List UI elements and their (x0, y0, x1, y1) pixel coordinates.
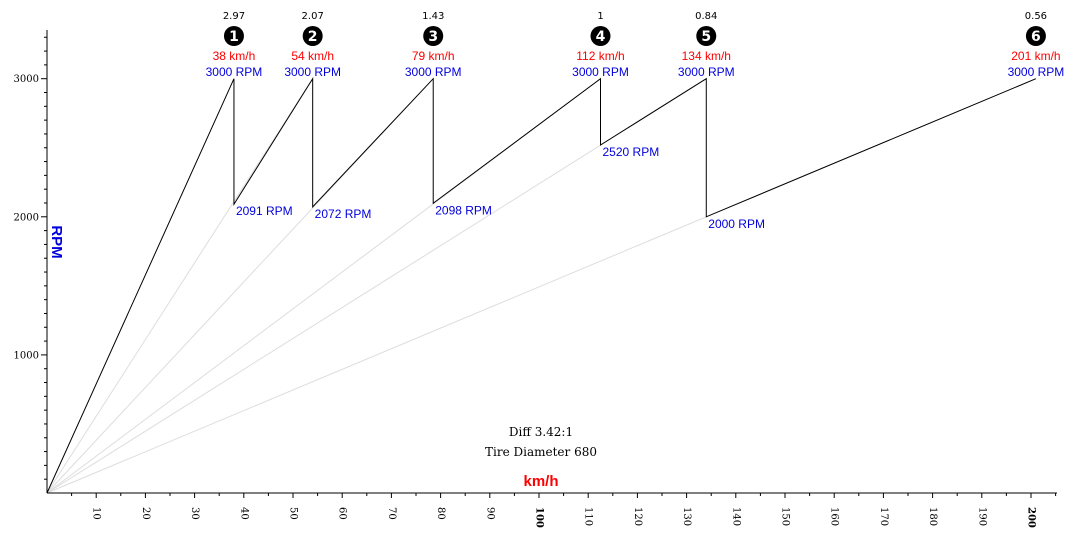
x-axis-ticks: 10 20 30 40 50 60 70 80 90 100 110 120 130 140 150 160 1… (71, 493, 1057, 528)
rpm-drop-label: 2072 RPM (315, 207, 372, 221)
x-tick-label: 160 (829, 507, 840, 526)
gear-number: 2 (308, 29, 318, 45)
shift-speed-label: 201 km/h (1011, 49, 1060, 63)
x-tick-label: 60 (337, 507, 348, 520)
x-tick-label: 100 (534, 507, 545, 528)
shift-speed-label: 54 km/h (291, 49, 334, 63)
shift-speed-label: 38 km/h (213, 49, 256, 63)
gear-ratio-label: 0.84 (695, 11, 717, 22)
y-tick-label: 1000 (14, 350, 39, 361)
gear-number: 4 (596, 29, 606, 45)
x-tick-label: 200 (1026, 507, 1037, 528)
x-tick-label: 190 (976, 507, 987, 526)
shift-rpm-label: 3000 RPM (405, 65, 462, 79)
x-tick-label: 40 (238, 507, 249, 520)
gear-number-badge (1025, 26, 1046, 46)
shift-speed-label: 79 km/h (412, 49, 455, 63)
shift-rpm-label: 3000 RPM (206, 65, 263, 79)
x-tick-label: 110 (583, 507, 594, 526)
x-axis-title: km/h (523, 473, 558, 490)
x-tick-label: 150 (780, 507, 791, 526)
gear-header-4: 1 4 112 km/h 3000 RPM (572, 11, 629, 79)
gear-ratio-label: 1 (597, 11, 603, 22)
shift-speed-label: 112 km/h (576, 49, 624, 63)
gear-number-badge (302, 26, 323, 46)
gear-number: 6 (1031, 29, 1041, 45)
gear-ratio-label: 2.97 (223, 11, 245, 22)
diff-ratio-note: Diff 3.42:1 (509, 425, 573, 439)
gear-number: 3 (428, 29, 438, 45)
rpm-drop-label: 2091 RPM (236, 204, 293, 218)
gear-number-badge (590, 26, 611, 46)
gear-number-badge (223, 26, 244, 46)
x-tick-label: 180 (927, 507, 938, 526)
y-axis-title: RPM (48, 225, 65, 258)
gear-header-6: 0.56 6 201 km/h 3000 RPM (1008, 11, 1065, 79)
x-tick-label: 70 (386, 507, 397, 520)
gear-ratio-label: 1.43 (422, 11, 444, 22)
shift-rpm-label: 3000 RPM (572, 65, 629, 79)
y-tick-label: 3000 (14, 74, 39, 85)
gear-number-badge (423, 26, 444, 46)
shift-rpm-label: 3000 RPM (678, 65, 735, 79)
shift-speed-label: 134 km/h (682, 49, 731, 63)
gear-headers: 2.97 1 38 km/h 3000 RPM 2.07 2 54 km/h 3000 RPM… (206, 11, 1065, 79)
gear-header-3: 1.43 3 79 km/h 3000 RPM (405, 11, 462, 79)
x-tick-label: 30 (189, 507, 200, 520)
y-axis-ticks: 1000 2000 3000 (14, 36, 47, 480)
gear-number-badge (696, 26, 717, 46)
guide-line-gear-5 (46, 78, 707, 494)
gear-number: 1 (229, 29, 239, 45)
x-tick-label: 50 (288, 507, 299, 520)
x-tick-label: 20 (140, 507, 151, 520)
x-tick-label: 120 (632, 507, 643, 526)
shift-rpm-label: 3000 RPM (1008, 65, 1065, 79)
shift-rpm-label: 3000 RPM (284, 65, 341, 79)
rpm-drop-label: 2098 RPM (435, 203, 492, 217)
x-tick-label: 10 (91, 507, 102, 520)
gear-ratio-label: 2.07 (302, 11, 324, 22)
axes: 10 20 30 40 50 60 70 80 90 100 110 120 130 140 150 160 1… (14, 30, 1057, 528)
gear-ratio-label: 0.56 (1025, 11, 1047, 22)
gear-number: 5 (701, 29, 711, 45)
guide-line-gear-2 (46, 78, 314, 494)
x-tick-label: 140 (730, 507, 741, 526)
x-tick-label: 170 (878, 507, 889, 526)
x-tick-label: 90 (484, 507, 495, 520)
gear-header-2: 2.07 2 54 km/h 3000 RPM (284, 11, 341, 79)
rpm-sawtooth-line (46, 76, 1037, 494)
rpm-drop-label: 2000 RPM (708, 217, 765, 231)
tire-diameter-note: Tire Diameter 680 (485, 445, 597, 459)
gear-header-5: 0.84 5 134 km/h 3000 RPM (678, 11, 735, 79)
rpm-drop-label: 2520 RPM (603, 145, 660, 159)
rpm-drop-labels: 2091 RPM 2072 RPM 2098 RPM 2520 RPM 2000 RPM (236, 145, 765, 231)
gear-header-1: 2.97 1 38 km/h 3000 RPM (206, 11, 263, 79)
y-tick-label: 2000 (14, 212, 39, 223)
x-tick-label: 80 (435, 507, 446, 520)
x-tick-label: 130 (681, 507, 692, 526)
